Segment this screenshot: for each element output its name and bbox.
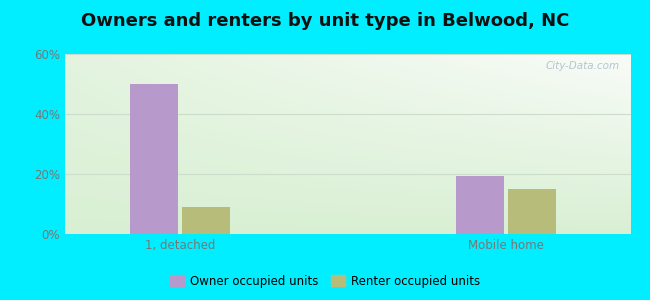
Bar [456, 176, 504, 234]
Bar [508, 189, 556, 234]
Text: City-Data.com: City-Data.com [545, 61, 619, 71]
Legend: Owner occupied units, Renter occupied units: Owner occupied units, Renter occupied un… [167, 271, 483, 291]
Text: Owners and renters by unit type in Belwood, NC: Owners and renters by unit type in Belwo… [81, 12, 569, 30]
Bar [182, 207, 230, 234]
Bar [130, 84, 178, 234]
